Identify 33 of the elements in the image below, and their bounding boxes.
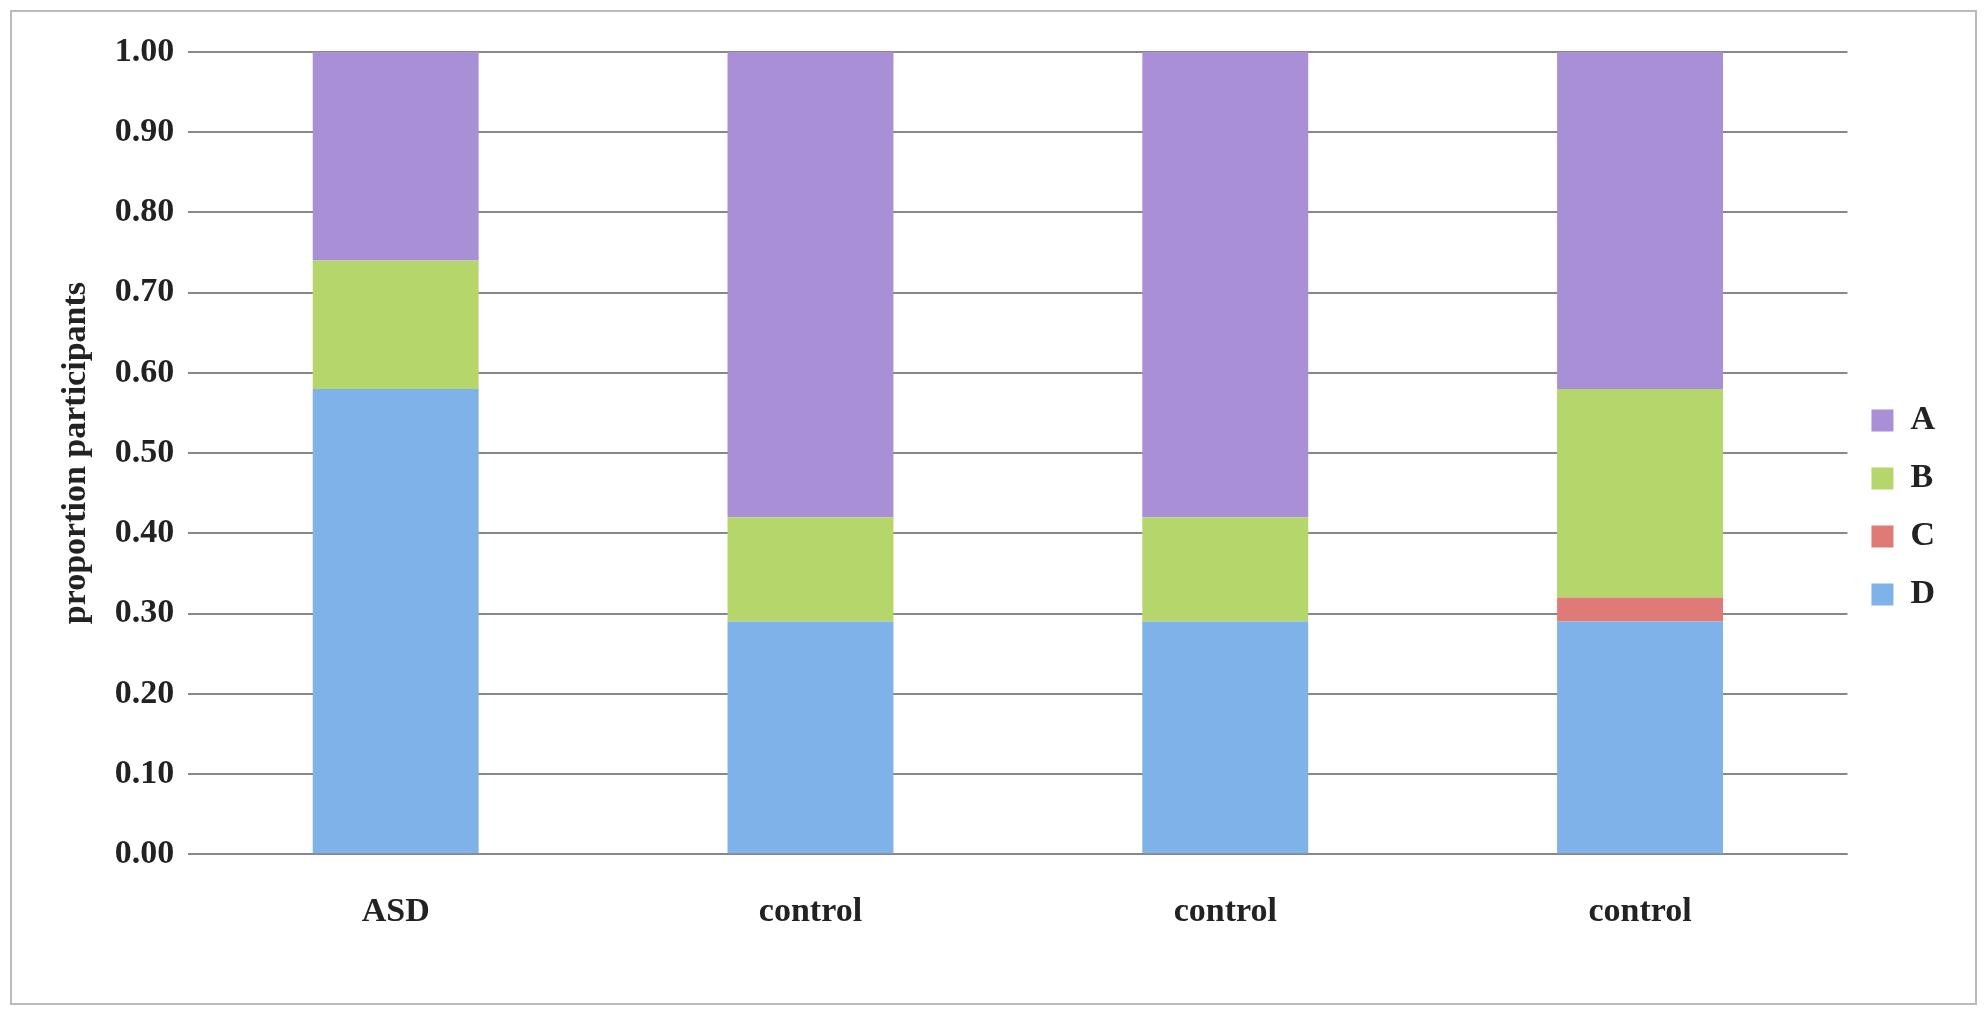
bar [1557,621,1724,854]
y-tick-label: 0.40 [114,512,175,550]
bar [1142,621,1309,854]
legend-label: A [1910,399,1936,437]
bar [727,517,894,622]
bar [1142,517,1309,622]
y-tick-label: 0.20 [114,672,175,710]
legend-label: B [1910,457,1934,495]
bar [1142,52,1309,518]
y-tick-label: 0.00 [114,832,175,870]
y-tick-label: 0.60 [114,351,175,389]
y-tick-label: 0.90 [114,111,175,148]
x-tick-label: ASD [361,891,430,929]
y-tick-label: 0.80 [114,191,175,229]
y-tick-label: 0.70 [114,271,175,309]
x-tick-label: control [1588,891,1692,929]
legend-label: C [1910,515,1936,553]
bar [727,621,894,854]
legend-label: D [1910,573,1936,611]
y-tick-label: 0.10 [114,752,175,790]
y-tick-label: 0.30 [114,592,175,630]
y-tick-label: 1.00 [114,30,175,68]
x-tick-label: control [1173,891,1277,929]
x-tick-label: control [758,891,863,929]
bar [312,52,479,261]
bar [312,388,479,854]
y-axis-title: proportion participants [55,281,93,625]
bar [1557,52,1724,389]
bar [1557,597,1724,622]
bar [727,52,894,518]
bar [312,260,479,389]
bar [1557,388,1724,598]
y-tick-label: 0.50 [114,431,175,469]
